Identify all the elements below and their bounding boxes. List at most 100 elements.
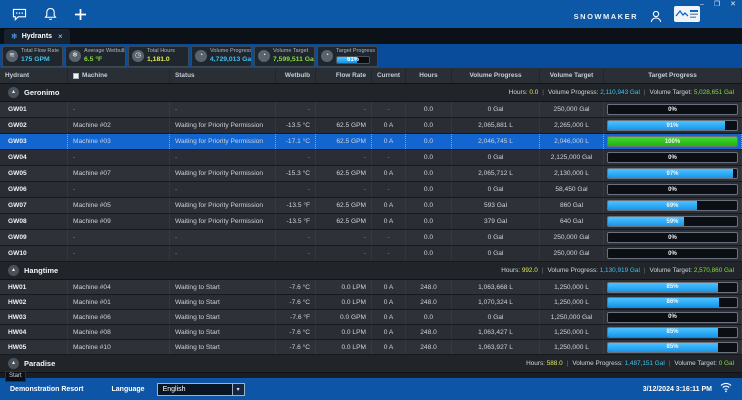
volume-progress-cell: 1,063,427 L [452,325,540,339]
column-header-hydrant[interactable]: Hydrant [0,68,68,83]
row-progress-bar: 0% [607,248,738,259]
row-progress-bar: 85% [607,281,738,293]
wetbulb-cell: -15.3 °C [276,166,316,181]
stat-card-average-wetbulb: ❄ Average Wetbulb 6.5 °F [65,45,126,67]
stat-card-label: Total Flow Rate [21,48,60,55]
stat-card-total-flow-rate: ≋ Total Flow Rate 175 GPM [2,45,63,67]
column-header-hours[interactable]: Hours [406,68,452,83]
hours-cell: 0.0 [406,134,452,149]
summary-hours-label: Hours: [501,267,522,274]
volume-progress-cell: 0 Gal [452,246,540,261]
table-row[interactable]: GW04- - - - -0.0 0 Gal 2,125,000 Gal 0% [0,150,742,166]
machine-cell: - [68,246,170,261]
table-row[interactable]: GW03 Machine #03 Waiting for Priority Perm… [0,134,742,150]
flow-rate-cell: 0.0 LPM [316,340,372,354]
collapse-group-icon[interactable]: ▴ [8,358,19,369]
row-progress-value: 0% [668,234,677,241]
table-row[interactable]: GW02 Machine #02 Waiting for Priority Perm… [0,118,742,134]
column-header-current[interactable]: Current [372,68,406,83]
table-row[interactable]: GW10- - - - -0.0 0 Gal 250,000 Gal 0% [0,246,742,262]
volume-progress-cell: 1,070,324 L [452,295,540,309]
status-cell: Waiting to Start [170,310,276,324]
volume-progress-cell: 0 Gal [452,310,540,324]
wetbulb-cell: -13.5 °F [276,198,316,213]
table-row[interactable]: GW06- - - - -0.0 0 Gal 58,450 Gal 0% [0,182,742,198]
flow-rate-cell: - [316,182,372,197]
current-cell: - [372,102,406,117]
clock-icon: ◷ [132,50,144,62]
datetime: 3/12/2024 3:16:11 PM [642,385,712,393]
wifi-icon [720,380,732,398]
volume-progress-cell: 593 Gal [452,198,540,213]
language-select[interactable]: English ▾ [156,382,245,396]
current-cell: 0 A [372,166,406,181]
user-account-icon[interactable] [650,10,662,23]
table-row[interactable]: HW04 Machine #08 Waiting to Start -7.6 °C 0.… [0,325,742,340]
summary-target-value: 0 Gal [718,360,734,367]
tab-hydrants[interactable]: ❄ Hydrants × [4,29,70,44]
messages-icon[interactable] [12,8,27,21]
group-header-paradise[interactable]: ▴ Paradise Hours: 588.0 | Volume Progress: 1… [0,355,742,373]
table-row[interactable]: GW05 Machine #07 Waiting for Priority Perm… [0,166,742,182]
group-geronimo: ▴ Geronimo Hours: 0.0 | Volume Progress: 2,1… [0,84,742,262]
tab-close-icon[interactable]: × [58,32,63,41]
group-header-geronimo[interactable]: ▴ Geronimo Hours: 0.0 | Volume Progress: 2,1… [0,84,742,102]
table-row[interactable]: HW01 Machine #04 Waiting to Start -7.6 °C 0.… [0,280,742,295]
table-header: Hydrant Machine Status Wetbulb Flow Rate Curr… [0,68,742,84]
hours-cell: 0.0 [406,310,452,324]
volume-target-cell: 250,000 Gal [540,246,604,261]
summary-hours-value: 0.0 [529,89,539,96]
wetbulb-cell: -7.6 °C [276,280,316,294]
column-header-target-progress[interactable]: Target Progress [604,68,742,83]
column-header-machine[interactable]: Machine [68,68,170,83]
column-header-wetbulb[interactable]: Wetbulb [276,68,316,83]
summary-progress-label: Volume Progress: [572,360,625,367]
hydrant-id-cell: HW05 [0,340,68,354]
table-row[interactable]: GW08 Machine #09 Waiting for Priority Perm… [0,214,742,230]
group-hangtime: ▴ Hangtime Hours: 992.0 | Volume Progress: 1… [0,262,742,355]
table-row[interactable]: HW05 Machine #10 Waiting to Start -7.6 °C 0.… [0,340,742,355]
target-progress-cell: 100% [604,134,742,149]
target-progress-cell: 69% [604,198,742,213]
table-row[interactable]: GW07 Machine #05 Waiting for Priority Perm… [0,198,742,214]
waves-icon: ≋ [6,50,18,62]
stat-card-label: Volume Progress [210,48,252,55]
current-cell: - [372,246,406,261]
table-row[interactable]: HW02 Machine #01 Waiting to Start -7.6 °C 0.… [0,295,742,310]
alerts-bell-icon[interactable] [44,7,57,21]
hours-cell: 0.0 [406,182,452,197]
summary-hours-label: Hours: [526,360,547,367]
column-header-volume-progress[interactable]: Volume Progress [452,68,540,83]
wetbulb-cell: -13.5 °C [276,118,316,133]
wetbulb-cell: -7.6 °C [276,295,316,309]
current-cell: 0 A [372,340,406,354]
group-header-hangtime[interactable]: ▴ Hangtime Hours: 992.0 | Volume Progress: 1… [0,262,742,280]
collapse-group-icon[interactable]: ▴ [8,265,19,276]
column-header-status[interactable]: Status [170,68,276,83]
current-cell: 0 A [372,310,406,324]
machine-cell: Machine #05 [68,198,170,213]
table-row[interactable]: GW09- - - - -0.0 0 Gal 250,000 Gal 0% [0,230,742,246]
row-progress-bar: 69% [607,200,738,211]
column-header-volume-target[interactable]: Volume Target [540,68,604,83]
target-progress-cell: 0% [604,230,742,245]
row-progress-value: 85% [666,329,679,335]
hours-cell: 248.0 [406,280,452,294]
collapse-group-icon[interactable]: ▴ [8,87,19,98]
select-all-checkbox[interactable] [73,72,79,79]
add-tab-plus-icon[interactable] [74,8,87,21]
wetbulb-cell: - [276,150,316,165]
close-button[interactable]: ✕ [730,1,736,8]
row-progress-fill [608,297,719,307]
table-row[interactable]: HW03 Machine #06 Waiting to Start -7.6 °F 0.… [0,310,742,325]
row-progress-fill [608,327,718,337]
maximize-button[interactable]: ❐ [713,1,721,8]
target-progress-cell: 86% [604,295,742,309]
table-body: ▴ Geronimo Hours: 0.0 | Volume Progress: 2,1… [0,84,742,378]
row-progress-bar: 97% [607,168,738,179]
column-header-flow-rate[interactable]: Flow Rate [316,68,372,83]
table-row[interactable]: GW01- - - - -0.0 0 Gal 250,000 Gal 0% [0,102,742,118]
minimize-button[interactable]: – [699,1,704,8]
hydrant-id-cell: GW05 [0,166,68,181]
stat-card-value: 175 GPM [21,55,50,63]
